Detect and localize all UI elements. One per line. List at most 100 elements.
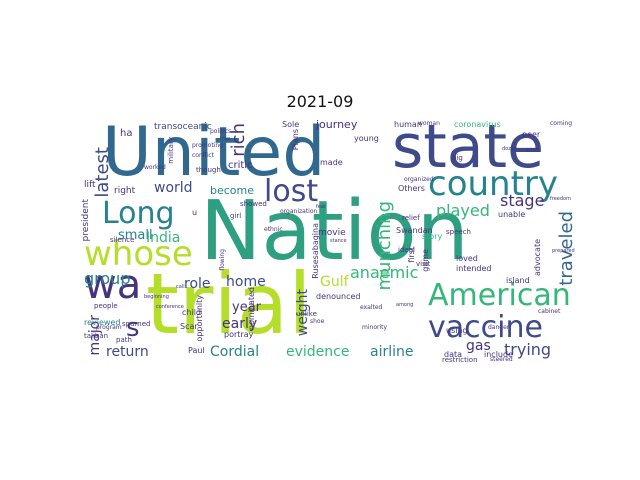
cloud-word: freedom [550,196,571,202]
cloud-word: played [436,201,490,220]
cloud-word: silence [110,236,135,244]
cloud-word: trial [146,255,312,353]
cloud-word: trap [220,136,231,142]
cloud-word: call [176,284,185,290]
cloud-word: beginning [144,294,169,300]
cloud-word: nominated [247,287,256,331]
cloud-word: stance [330,238,347,244]
cloud-word: exalted [360,304,383,311]
cloud-word: whose [84,234,193,274]
cloud-word: unable [498,210,526,219]
cloud-word: program [96,324,122,331]
cloud-word: made [320,158,343,167]
cloud-word: journey [316,119,358,131]
cloud-word: American [428,278,571,313]
cloud-word: conflict [192,152,214,159]
cloud-word: taliban [84,332,109,340]
cloud-word: people [94,302,118,310]
cloud-word: child [182,308,201,317]
cloud-word: anaemic [350,263,419,282]
cloud-word: wa [84,262,142,308]
cloud-word: Gulf [320,274,349,290]
cloud-word: group [84,269,131,288]
cloud-word: relief [402,214,420,222]
cloud-word: visit [416,260,431,268]
cloud-word: island [506,276,530,285]
cloud-word: United [102,119,326,192]
cloud-word: movie [318,228,346,238]
cloud-word: promoting [192,142,223,149]
cloud-word: return [106,344,149,360]
cloud-word: politics [210,128,232,135]
cloud-word: early [222,316,258,332]
cloud-word: data [444,350,463,359]
cloud-word: organization [280,208,318,215]
cloud-word: ideal [398,246,415,254]
cloud-word: latest [92,147,113,198]
cloud-word: stage [500,191,545,210]
cloud-word: speech [446,228,471,236]
cloud-word: Sole [282,120,300,129]
cloud-word: president [81,199,91,242]
cloud-word: fear [316,204,326,210]
cloud-word: reviewed [84,318,121,327]
cloud-word: danger [488,324,510,331]
cloud-word: state [392,119,544,182]
cloud-word: shoe [310,318,325,325]
cloud-word: Cordial [210,344,260,360]
cloud-word: prepared [552,248,575,254]
cloud-word: advocate [533,239,542,276]
cloud-word: vaccine [428,310,543,345]
cloud-word: s [126,313,140,343]
cloud-word: critic [228,160,253,171]
cloud-word: one [526,146,540,154]
cloud-word: lift [84,180,96,190]
cloud-word: spurned [122,320,151,328]
cloud-word: Paul [188,346,205,355]
cloud-word: role [184,276,211,292]
cloud-word: cabinet [538,308,561,315]
cloud-word: coming [550,120,573,127]
cloud-word: world [154,180,193,196]
cloud-word: steered [490,356,513,363]
cloud-word: rich [228,123,249,157]
word-cloud: Nation United trial state country Long l… [80,119,576,367]
cloud-word: opportunity [195,295,204,342]
cloud-word: conference [156,304,184,310]
cloud-word: unlike [296,310,317,318]
cloud-word: right [114,186,136,196]
cloud-word: girl [230,212,242,220]
cloud-word: big [452,154,463,162]
cloud-word: restriction [442,356,478,364]
cloud-word: organized [404,176,434,183]
cloud-word: Long [102,196,175,231]
cloud-word: path [116,336,132,344]
cloud-word: peer [522,130,541,139]
cloud-word: lost [264,174,319,209]
cloud-word: using [446,326,468,335]
cloud-word: loved [456,254,478,263]
cloud-word: become [210,184,255,197]
cloud-word: denounced [316,292,361,301]
cloud-word: evidence [286,344,350,360]
cloud-word: showed [240,200,267,208]
cloud-word: Nation [200,184,469,279]
cloud-word: Swandan [396,226,433,235]
cloud-word: u [192,208,198,217]
cloud-word: year [232,300,262,315]
cloud-word: gas [466,338,491,354]
cloud-word: story [422,232,443,241]
cloud-word: portray [224,330,254,339]
cloud-word: young [354,134,379,143]
cloud-word: woman [418,120,440,127]
cloud-word: human [394,120,422,129]
cloud-word: worked [144,164,166,171]
cloud-word: among [396,302,414,308]
cloud-word: include [484,350,513,359]
cloud-word: country [428,164,559,204]
cloud-word: transoceanic [154,122,212,132]
cloud-word: Plans [291,129,300,151]
cloud-word: Others [398,184,425,193]
cloud-word: Scar [180,322,198,331]
cloud-word: ethnic [264,226,283,233]
